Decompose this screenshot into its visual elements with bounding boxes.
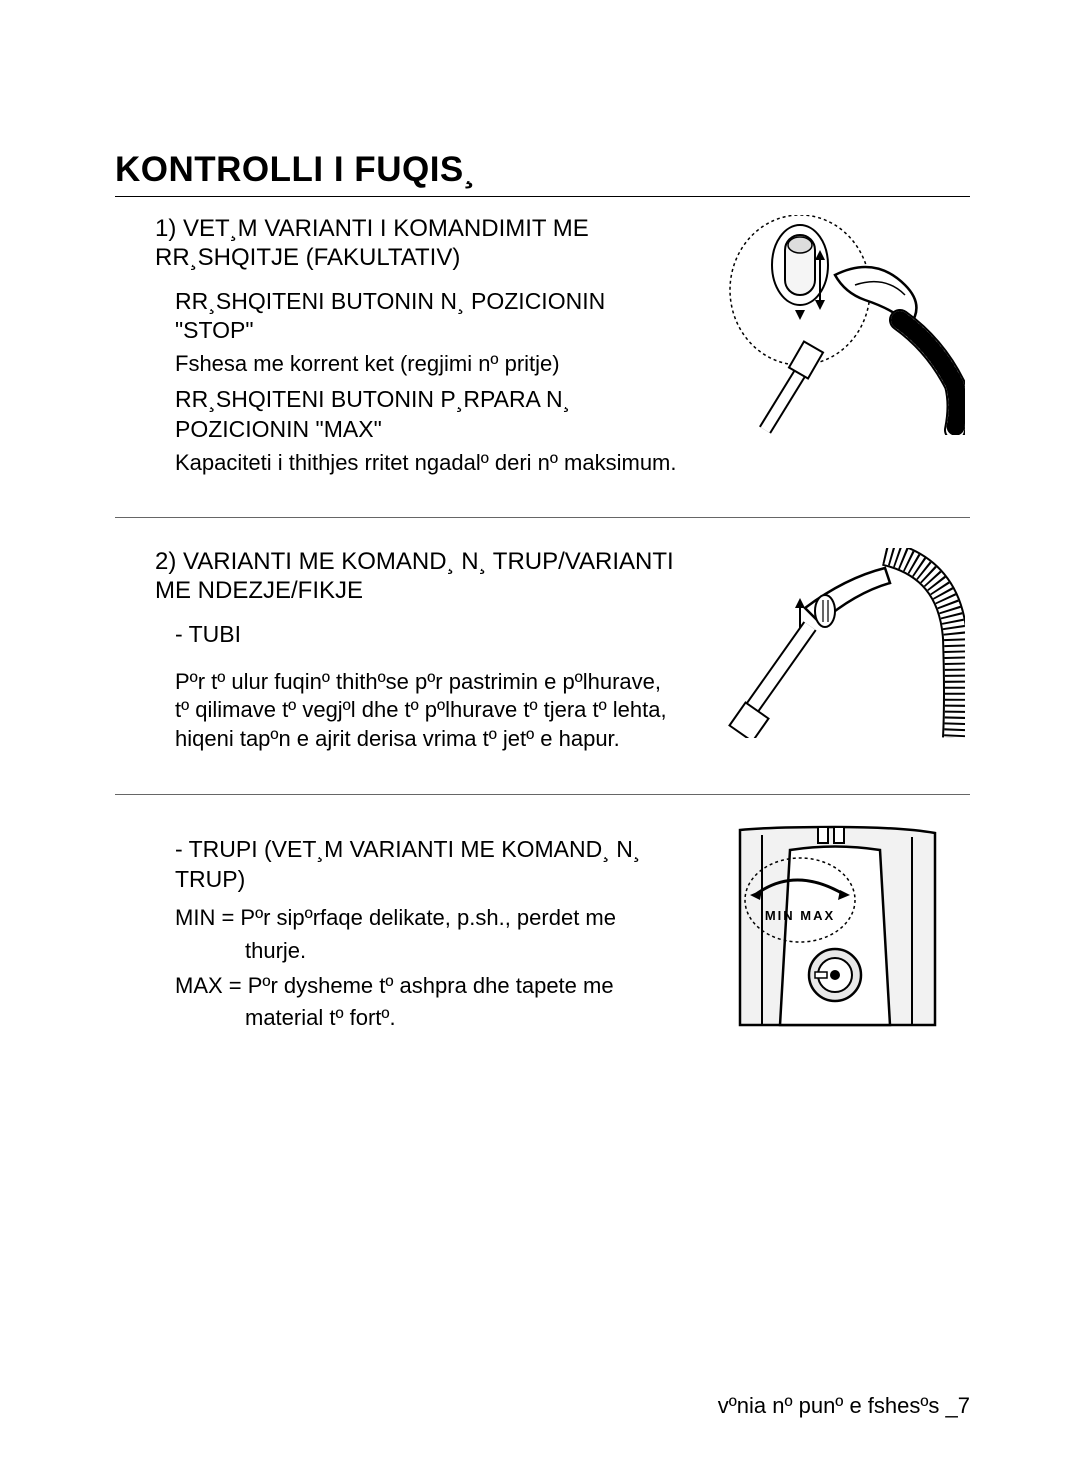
page-title: KONTROLLI I FUQIS¸ [115, 150, 970, 197]
section-slide-control: 1) VET¸M VARIANTI I KOMANDIMIT ME RR¸SHQ… [115, 215, 970, 517]
section3-line1a: MIN = Pºr sipºrfaqe delikate, p.sh., per… [115, 904, 680, 933]
section3-line2a: MAX = Pºr dysheme tº ashpra dhe tapete m… [115, 972, 680, 1001]
page-footer: vºnia nº punº e fshesºs _7 [718, 1393, 970, 1419]
section1-line1: RR¸SHQITENI BUTONIN N¸ POZICIONIN "STOP" [115, 287, 680, 347]
section-body-dial: - TRUPI (VET¸M VARIANTI ME KOMAND¸ N¸ TR… [115, 794, 970, 1075]
section1-illustration [700, 215, 970, 435]
section2-heading: 2) VARIANTI ME KOMAND¸ N¸ TRUP/VARIANTI … [115, 548, 680, 606]
section-body-control: 2) VARIANTI ME KOMAND¸ N¸ TRUP/VARIANTI … [115, 517, 970, 793]
section2-sub: - TUBI [115, 620, 680, 650]
dial-label: MIN MAX [765, 908, 835, 923]
section1-text: 1) VET¸M VARIANTI I KOMANDIMIT ME RR¸SHQ… [115, 215, 680, 477]
section1-heading: 1) VET¸M VARIANTI I KOMANDIMIT ME RR¸SHQ… [115, 215, 680, 273]
hose-vent-illustration [705, 548, 965, 738]
section2-text: 2) VARIANTI ME KOMAND¸ N¸ TRUP/VARIANTI … [115, 548, 680, 753]
section3-illustration: MIN MAX [700, 825, 970, 1035]
section3-text: - TRUPI (VET¸M VARIANTI ME KOMAND¸ N¸ TR… [115, 825, 680, 1033]
page: KONTROLLI I FUQIS¸ 1) VET¸M VARIANTI I K… [0, 0, 1080, 1479]
section3-line2b: material tº fortº. [115, 1004, 680, 1033]
handle-slider-illustration [705, 215, 965, 435]
section1-line3: RR¸SHQITENI BUTONIN P¸RPARA N¸ POZICIONI… [115, 385, 680, 445]
section2-para: Pºr tº ulur fuqinº thithºse pºr pastrimi… [115, 668, 680, 754]
body-dial-illustration: MIN MAX [700, 825, 970, 1035]
section3-sub: - TRUPI (VET¸M VARIANTI ME KOMAND¸ N¸ TR… [115, 835, 680, 895]
section1-line4: Kapaciteti i thithjes rritet ngadalº der… [115, 449, 680, 478]
section2-illustration [700, 548, 970, 738]
section3-line1b: thurje. [115, 937, 680, 966]
section1-line2: Fshesa me korrent ket (regjimi nº pritje… [115, 350, 680, 379]
